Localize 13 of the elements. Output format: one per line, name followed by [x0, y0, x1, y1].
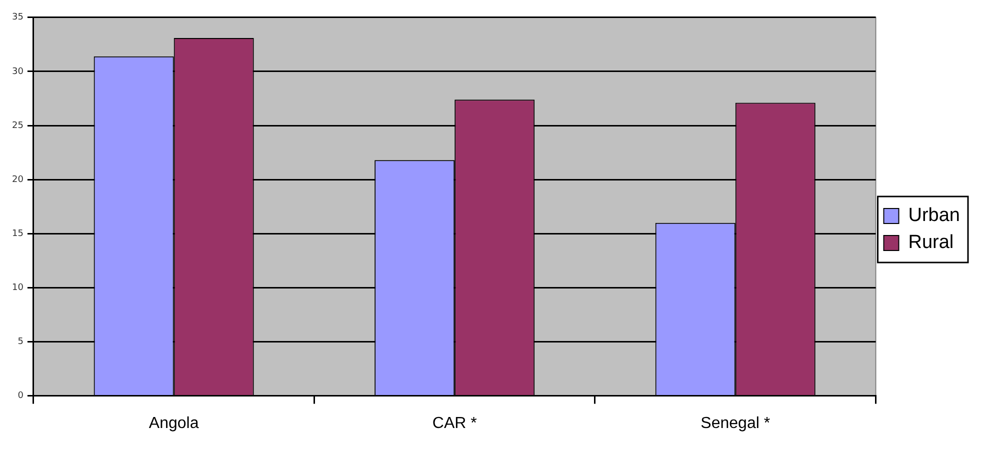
legend-label: Urban	[908, 205, 960, 226]
y-tick-label: 25	[12, 120, 24, 131]
x-tick-label: Angola	[148, 414, 199, 432]
y-tick-label: 10	[12, 283, 24, 294]
y-tick-label: 5	[18, 337, 24, 348]
y-tick-label: 15	[12, 228, 24, 239]
x-tick-label: CAR *	[432, 414, 477, 432]
y-tick-label: 35	[12, 12, 24, 23]
x-tick-label: Senegal *	[700, 414, 770, 432]
legend-label: Rural	[908, 232, 954, 254]
y-tick-label: 30	[12, 66, 24, 77]
y-tick-label: 0	[18, 391, 24, 402]
y-tick-label: 20	[12, 174, 24, 185]
